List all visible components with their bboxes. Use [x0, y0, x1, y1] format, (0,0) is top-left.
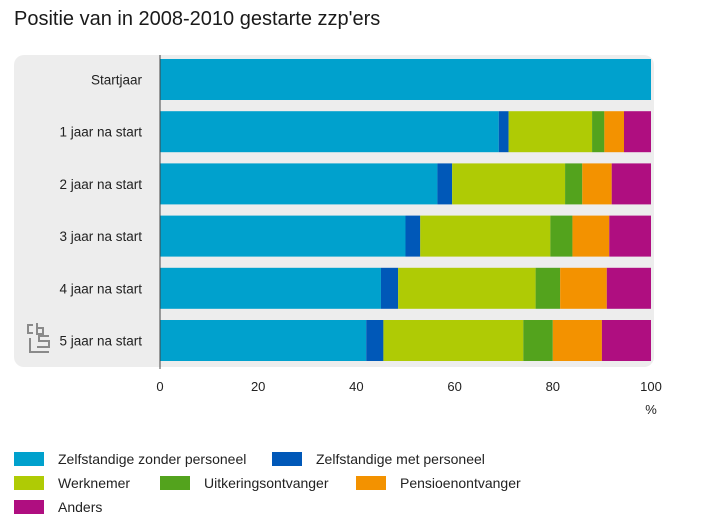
legend-label: Pensioenontvanger: [400, 475, 521, 491]
bar-segment-5-4: [552, 320, 602, 361]
bar-segment-0-0: [160, 59, 651, 100]
cbs-logo-stroke: [36, 323, 44, 335]
x-tick-label: 60: [447, 379, 461, 394]
chart-legend: Zelfstandige zonder personeel Zelfstandig…: [14, 451, 704, 531]
legend-label: Anders: [58, 499, 103, 515]
bar-segment-4-4: [560, 267, 607, 309]
bar-segment-3-1: [405, 215, 421, 257]
cbs-logo-stroke: [27, 324, 33, 334]
bar-segment-5-1: [366, 320, 384, 361]
bar-segment-5-5: [601, 320, 651, 361]
bar-segment-2-5: [611, 163, 651, 205]
bar-segment-1-3: [592, 111, 605, 153]
legend-swatch: [272, 452, 302, 466]
bar-segment-4-0: [160, 267, 381, 309]
x-tick-label: 100: [640, 379, 662, 394]
bar-segment-1-2: [508, 111, 593, 153]
x-tick-label: 20: [251, 379, 265, 394]
bar-segment-1-0: [160, 111, 499, 153]
stacked-bar-chart: Startjaar 1 jaar na start 2 jaar na start 3…: [14, 55, 662, 417]
legend-item: Werknemer: [14, 475, 130, 491]
legend-label: Werknemer: [58, 475, 131, 491]
bar-segment-2-1: [437, 163, 453, 205]
bar-segment-2-0: [160, 163, 438, 205]
category-label: Startjaar: [91, 73, 143, 88]
cbs-logo-stroke: [37, 335, 50, 348]
x-tick-label: 80: [546, 379, 560, 394]
x-axis-label: %: [645, 402, 657, 417]
category-label: 4 jaar na start: [59, 281, 142, 296]
legend-swatch: [356, 476, 386, 490]
legend-swatch: [14, 452, 44, 466]
bar-segment-3-5: [609, 215, 651, 257]
bar-segment-5-3: [523, 320, 553, 361]
legend-swatch: [160, 476, 190, 490]
bar-segment-2-2: [452, 163, 566, 205]
category-label: 5 jaar na start: [59, 334, 142, 349]
bar-segment-3-0: [160, 215, 406, 257]
bar-segment-4-5: [606, 267, 651, 309]
legend-label: Uitkeringsontvanger: [204, 475, 329, 491]
category-label: 1 jaar na start: [59, 125, 142, 140]
category-label: 3 jaar na start: [59, 229, 142, 244]
x-tick-label: 0: [156, 379, 163, 394]
category-label: 2 jaar na start: [59, 177, 142, 192]
bar-segment-3-3: [550, 215, 573, 257]
legend-item: Anders: [14, 499, 102, 515]
cbs-logo-icon: [27, 323, 50, 353]
bar-segment-4-1: [380, 267, 399, 309]
legend-label: Zelfstandige met personeel: [316, 451, 485, 467]
legend-item: Zelfstandige met personeel: [272, 451, 485, 467]
chart-title: Positie van in 2008-2010 gestarte zzp'er…: [14, 8, 381, 30]
bar-segment-5-2: [383, 320, 524, 361]
legend-label: Zelfstandige zonder personeel: [58, 451, 247, 467]
bar-segment-3-4: [572, 215, 610, 257]
bar-segment-1-4: [604, 111, 624, 153]
bar-segment-4-2: [398, 267, 536, 309]
bar-segment-4-3: [535, 267, 561, 309]
legend-item: Zelfstandige zonder personeel: [14, 451, 246, 467]
bar-segment-3-2: [420, 215, 551, 257]
bar-segment-1-1: [498, 111, 509, 153]
legend-item: Uitkeringsontvanger: [160, 475, 329, 491]
bar-segment-2-4: [582, 163, 612, 205]
x-tick-label: 40: [349, 379, 363, 394]
bar-segment-5-0: [160, 320, 367, 361]
bar-segment-1-5: [623, 111, 651, 153]
cbs-logo-stroke: [29, 338, 49, 353]
legend-item: Pensioenontvanger: [356, 475, 521, 491]
bar-segment-2-3: [565, 163, 583, 205]
legend-swatch: [14, 500, 44, 514]
legend-swatch: [14, 476, 44, 490]
